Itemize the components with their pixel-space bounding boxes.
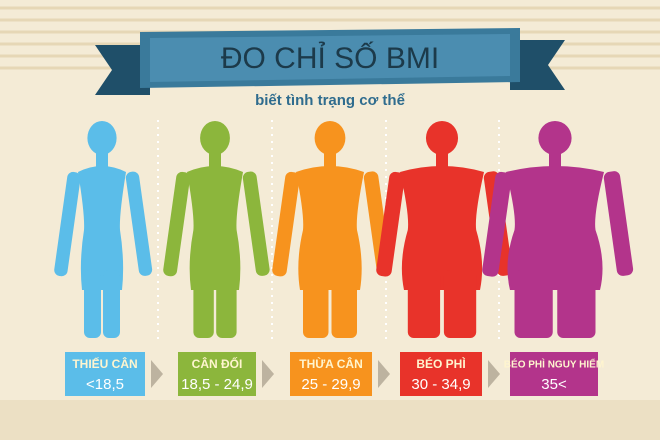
level-label: BÉO PHÌ NGUY HIỂM (504, 358, 604, 371)
torso (187, 166, 243, 290)
arm (242, 171, 270, 276)
bottom-band (0, 400, 660, 440)
arrow (488, 360, 500, 388)
level-box (178, 352, 256, 396)
leg (443, 270, 477, 338)
leg (216, 270, 237, 338)
level-range: 30 - 34,9 (411, 376, 470, 393)
arm (163, 171, 191, 277)
title: ĐO CHỈ SỐ BMI (221, 41, 439, 75)
level-box (65, 352, 145, 396)
leg (557, 270, 596, 338)
arm (376, 171, 405, 277)
head (314, 121, 346, 155)
torso (296, 166, 364, 290)
subtitle: biết tình trạng cơ thể (255, 92, 405, 109)
head (87, 121, 117, 155)
arrow (151, 360, 163, 388)
level-label: THỪA CÂN (299, 356, 363, 371)
torso (400, 166, 484, 290)
leg (303, 270, 329, 338)
arm (272, 171, 300, 277)
head (200, 121, 230, 155)
neck (209, 150, 221, 168)
neck (96, 150, 108, 168)
arm (603, 171, 634, 276)
leg (84, 270, 101, 338)
ribbon (95, 28, 565, 95)
level-box (290, 352, 372, 396)
level-range: 35< (541, 376, 567, 393)
leg (193, 270, 214, 338)
level-box (510, 352, 598, 396)
torso (78, 166, 126, 290)
leg (514, 270, 553, 338)
head (538, 121, 572, 155)
arm (54, 171, 81, 277)
figures (54, 120, 634, 340)
head (425, 121, 459, 155)
neck (436, 150, 448, 168)
arrow (378, 360, 390, 388)
arrow (262, 360, 274, 388)
figure (163, 121, 270, 338)
level-range: 25 - 29,9 (301, 376, 360, 393)
torso (506, 166, 604, 290)
leg (331, 270, 357, 338)
level-range: 18,5 - 24,9 (181, 376, 253, 393)
level-label: BÉO PHÌ (416, 356, 465, 371)
leg (407, 270, 441, 338)
figure (482, 121, 634, 338)
neck (549, 150, 561, 168)
figure (54, 121, 153, 338)
level-label: CÂN ĐỐI (192, 356, 243, 371)
arm (125, 171, 153, 276)
level-box (400, 352, 482, 396)
leg (103, 270, 120, 338)
neck (324, 150, 336, 168)
level-label: THIẾU CÂN (72, 356, 137, 371)
level-labels: THIẾU CÂN <18,5 CÂN ĐỐI 18,5 - 24,9 THỪA CÂN… (65, 352, 604, 396)
level-range: <18,5 (86, 376, 124, 393)
arm (482, 171, 512, 277)
